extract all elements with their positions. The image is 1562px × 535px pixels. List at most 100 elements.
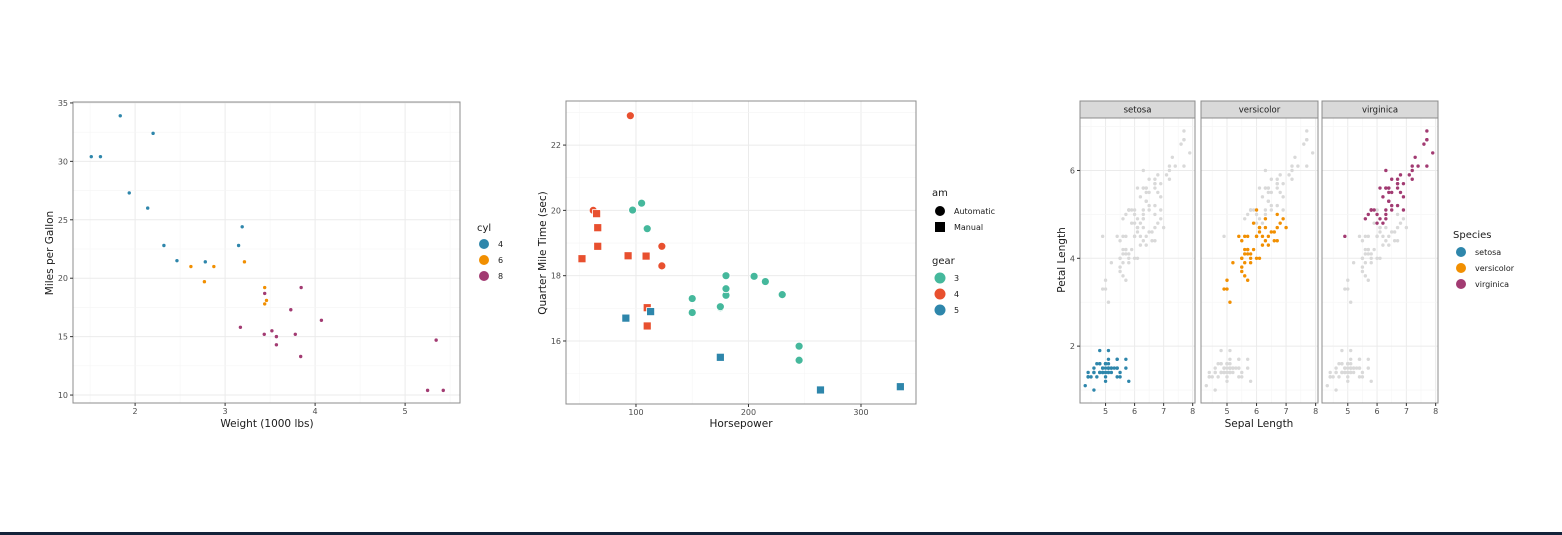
data-point-circle	[794, 355, 804, 365]
data-point	[263, 291, 267, 296]
data-point	[1248, 252, 1253, 256]
data-point	[1395, 203, 1400, 208]
background-point	[1340, 348, 1344, 353]
background-point	[1328, 370, 1332, 375]
background-point	[1132, 234, 1137, 239]
legend-title-am: am	[932, 188, 948, 199]
data-point	[1248, 256, 1253, 261]
background-point	[1384, 225, 1388, 230]
data-point	[1109, 370, 1114, 375]
background-point	[1269, 208, 1274, 212]
data-point	[274, 334, 279, 339]
legend-key-virginica	[1456, 279, 1466, 289]
background-point	[1147, 230, 1151, 234]
background-point	[1346, 379, 1350, 383]
background-point	[1275, 181, 1279, 186]
x-axis-label: Sepal Length	[1225, 418, 1294, 430]
background-point	[1275, 203, 1279, 208]
background-point	[1354, 366, 1359, 370]
background-point	[1334, 366, 1338, 370]
x-tick-label: 3	[223, 407, 228, 416]
data-point	[1384, 217, 1388, 221]
background-point	[1378, 225, 1382, 230]
background-point	[1164, 173, 1169, 177]
background-point	[1384, 239, 1388, 243]
y-axis-label: Petal Length	[1056, 227, 1068, 292]
background-point	[1302, 142, 1306, 146]
background-point	[1251, 208, 1256, 212]
data-point	[202, 280, 207, 284]
background-point	[1369, 256, 1373, 261]
background-point	[1360, 370, 1365, 375]
background-point	[1237, 366, 1241, 370]
gridlines	[566, 101, 916, 404]
data-point	[1395, 181, 1400, 186]
data-point	[1092, 370, 1096, 375]
data-point	[1366, 212, 1370, 217]
data-point-square	[816, 385, 825, 395]
plot-panel	[1201, 118, 1318, 403]
background-point	[1337, 375, 1341, 379]
data-point	[425, 388, 430, 393]
background-point	[1248, 379, 1253, 383]
data-point	[1416, 164, 1420, 168]
background-point	[1141, 186, 1146, 190]
data-point	[1401, 208, 1406, 212]
data-point	[441, 388, 445, 393]
data-point	[1395, 177, 1400, 181]
background-point	[1127, 208, 1131, 212]
legend-label: 4	[498, 240, 503, 249]
data-point	[1100, 370, 1105, 375]
x-tick-label: 100	[628, 408, 643, 417]
x-tick-label: 5	[1224, 407, 1229, 416]
data-point	[1228, 300, 1232, 304]
background-point	[1207, 375, 1211, 379]
background-point	[1132, 212, 1137, 217]
data-point-square	[646, 307, 656, 316]
background-point	[1343, 370, 1347, 375]
background-point	[1310, 151, 1315, 155]
background-point	[1398, 221, 1403, 225]
background-point	[1147, 177, 1151, 181]
background-point	[1118, 239, 1122, 243]
data-point	[1410, 168, 1414, 173]
data-point-circle	[794, 341, 804, 351]
legend: Species setosa versicolor virginica	[1453, 230, 1515, 289]
background-point	[1245, 366, 1250, 370]
legend-label: 8	[498, 272, 503, 281]
background-point	[1118, 265, 1122, 269]
background-point	[1153, 212, 1157, 217]
background-point	[1167, 168, 1172, 173]
background-point	[1228, 348, 1232, 353]
legend-label: Automatic	[954, 207, 995, 216]
legend-label: 5	[954, 306, 959, 315]
y-tick-label: 15	[58, 333, 68, 342]
background-point	[1118, 269, 1122, 274]
legend-key-gear-5	[934, 304, 946, 316]
y-tick-label: 20	[551, 206, 561, 215]
data-point-circle	[777, 290, 787, 300]
background-point	[1378, 256, 1382, 261]
panel-border	[72, 101, 461, 404]
background-point	[1349, 361, 1353, 366]
data-point	[1118, 375, 1122, 379]
background-point	[1141, 225, 1146, 230]
background-point	[1263, 208, 1268, 212]
points	[577, 111, 905, 395]
plot-panel	[1080, 118, 1195, 403]
facet-panels: setosa versicolor virginica	[1079, 100, 1439, 404]
background-point	[1129, 247, 1134, 252]
data-point	[299, 354, 303, 359]
background-point	[1245, 357, 1250, 362]
background-point	[1360, 269, 1365, 274]
background-point	[1150, 239, 1154, 243]
background-point	[1266, 190, 1271, 195]
background-point	[1287, 173, 1291, 177]
background-point	[1278, 173, 1282, 177]
background-point	[1346, 361, 1350, 366]
data-point	[1263, 217, 1268, 221]
background-point	[1243, 217, 1247, 221]
data-point	[1222, 287, 1226, 291]
x-tick-label: 2	[133, 407, 138, 416]
background-point	[1219, 361, 1223, 366]
